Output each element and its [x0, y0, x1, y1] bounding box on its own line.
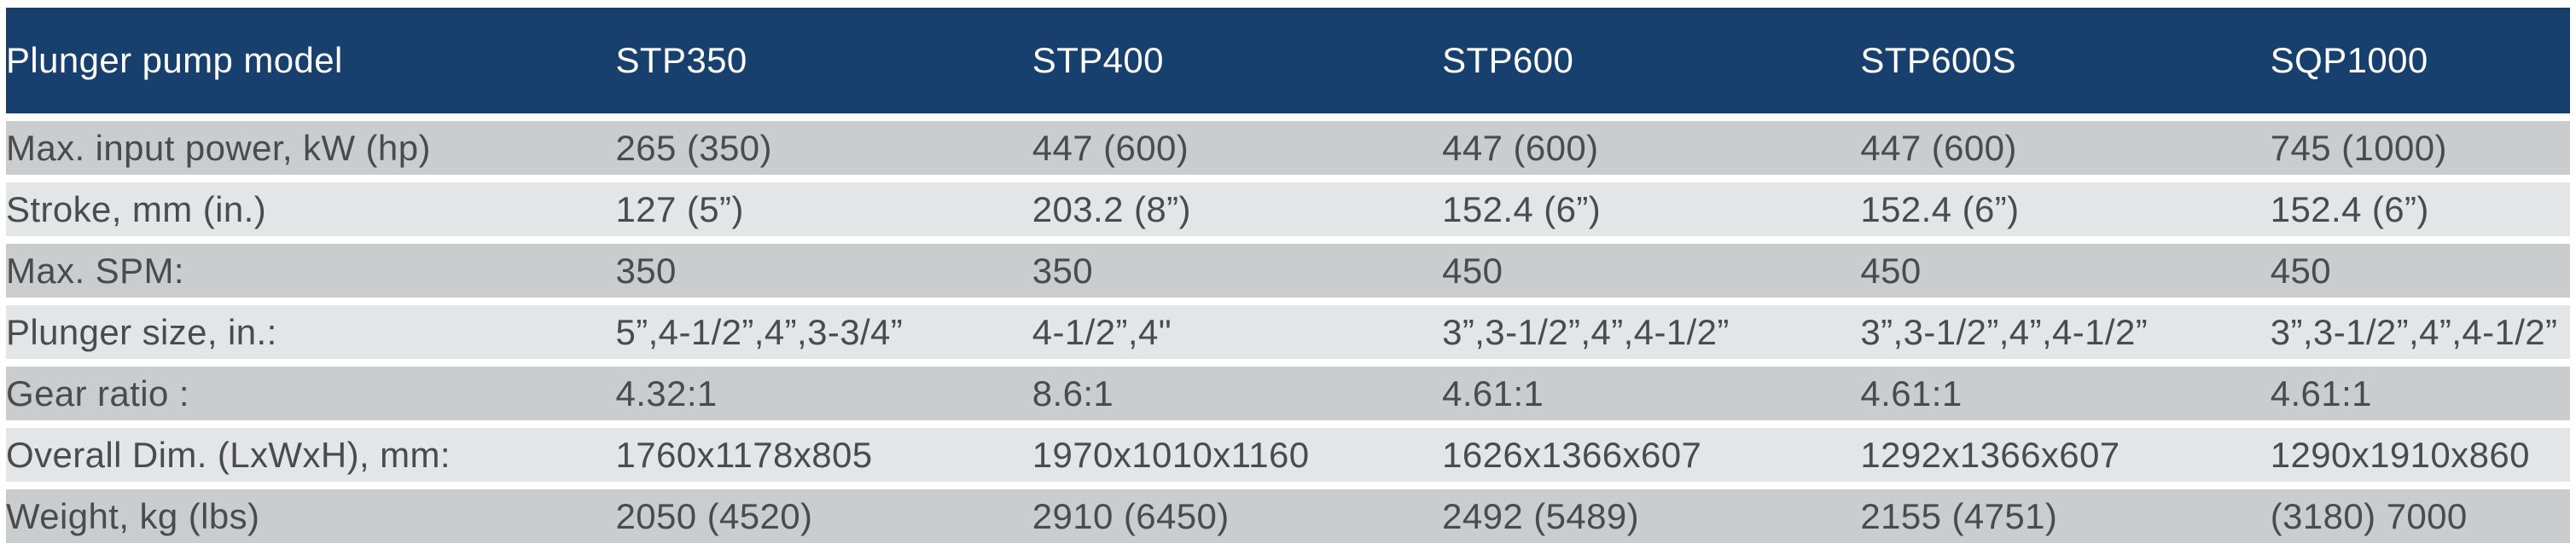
- column-header-model: Plunger pump model: [6, 8, 616, 113]
- row-label: Stroke, mm (in.): [6, 182, 616, 236]
- cell: 1760x1178x805: [615, 428, 1032, 482]
- table-row-overall-dim: Overall Dim. (LxWxH), mm: 1760x1178x805 …: [6, 428, 2570, 482]
- cell: 447 (600): [1032, 121, 1443, 175]
- cell: 1626x1366x607: [1442, 428, 1861, 482]
- cell: 4-1/2”,4": [1032, 305, 1443, 359]
- cell: 203.2 (8”): [1032, 182, 1443, 236]
- cell: 4.32:1: [615, 367, 1032, 420]
- cell: 745 (1000): [2270, 121, 2570, 175]
- cell: 2050 (4520): [615, 489, 1032, 543]
- header-row: Plunger pump model STP350 STP400 STP600 …: [6, 8, 2570, 113]
- cell: 3”,3-1/2”,4”,4-1/2”: [1860, 305, 2271, 359]
- cell: 1290x1910x860: [2270, 428, 2570, 482]
- table-row-plunger-size: Plunger size, in.: 5”,4-1/2”,4”,3-3/4” 4…: [6, 305, 2570, 359]
- cell: (3180) 7000: [2270, 489, 2570, 543]
- row-label: Overall Dim. (LxWxH), mm:: [6, 428, 616, 482]
- cell: 447 (600): [1442, 121, 1861, 175]
- row-label: Weight, kg (lbs): [6, 489, 616, 543]
- cell: 5”,4-1/2”,4”,3-3/4”: [615, 305, 1032, 359]
- column-header-stp350: STP350: [615, 8, 1032, 113]
- cell: 2155 (4751): [1860, 489, 2271, 543]
- table-row-stroke: Stroke, mm (in.) 127 (5”) 203.2 (8”) 152…: [6, 182, 2570, 236]
- cell: 8.6:1: [1032, 367, 1443, 420]
- cell: 350: [615, 244, 1032, 298]
- cell: 450: [1442, 244, 1861, 298]
- cell: 3”,3-1/2”,4”,4-1/2”: [1442, 305, 1861, 359]
- cell: 152.4 (6”): [1442, 182, 1861, 236]
- row-label: Gear ratio :: [6, 367, 616, 420]
- cell: 450: [1860, 244, 2271, 298]
- cell: 152.4 (6”): [2270, 182, 2570, 236]
- cell: 3”,3-1/2”,4”,4-1/2”: [2270, 305, 2570, 359]
- cell: 127 (5”): [615, 182, 1032, 236]
- cell: 2492 (5489): [1442, 489, 1861, 543]
- pump-spec-table: Plunger pump model STP350 STP400 STP600 …: [6, 0, 2570, 551]
- cell: 152.4 (6”): [1860, 182, 2271, 236]
- cell: 4.61:1: [1860, 367, 2271, 420]
- cell: 2910 (6450): [1032, 489, 1443, 543]
- column-header-stp400: STP400: [1032, 8, 1443, 113]
- row-label: Max. input power, kW (hp): [6, 121, 616, 175]
- table-row-gear-ratio: Gear ratio : 4.32:1 8.6:1 4.61:1 4.61:1 …: [6, 367, 2570, 420]
- cell: 265 (350): [615, 121, 1032, 175]
- column-header-stp600: STP600: [1442, 8, 1861, 113]
- row-label: Plunger size, in.:: [6, 305, 616, 359]
- table-row-max-spm: Max. SPM: 350 350 450 450 450: [6, 244, 2570, 298]
- cell: 450: [2270, 244, 2570, 298]
- row-label: Max. SPM:: [6, 244, 616, 298]
- table-row-weight: Weight, kg (lbs) 2050 (4520) 2910 (6450)…: [6, 489, 2570, 543]
- cell: 4.61:1: [1442, 367, 1861, 420]
- cell: 1292x1366x607: [1860, 428, 2271, 482]
- table-row-max-input-power: Max. input power, kW (hp) 265 (350) 447 …: [6, 121, 2570, 175]
- column-header-stp600s: STP600S: [1860, 8, 2271, 113]
- column-header-sqp1000: SQP1000: [2270, 8, 2570, 113]
- cell: 1970x1010x1160: [1032, 428, 1443, 482]
- cell: 350: [1032, 244, 1443, 298]
- cell: 4.61:1: [2270, 367, 2570, 420]
- cell: 447 (600): [1860, 121, 2271, 175]
